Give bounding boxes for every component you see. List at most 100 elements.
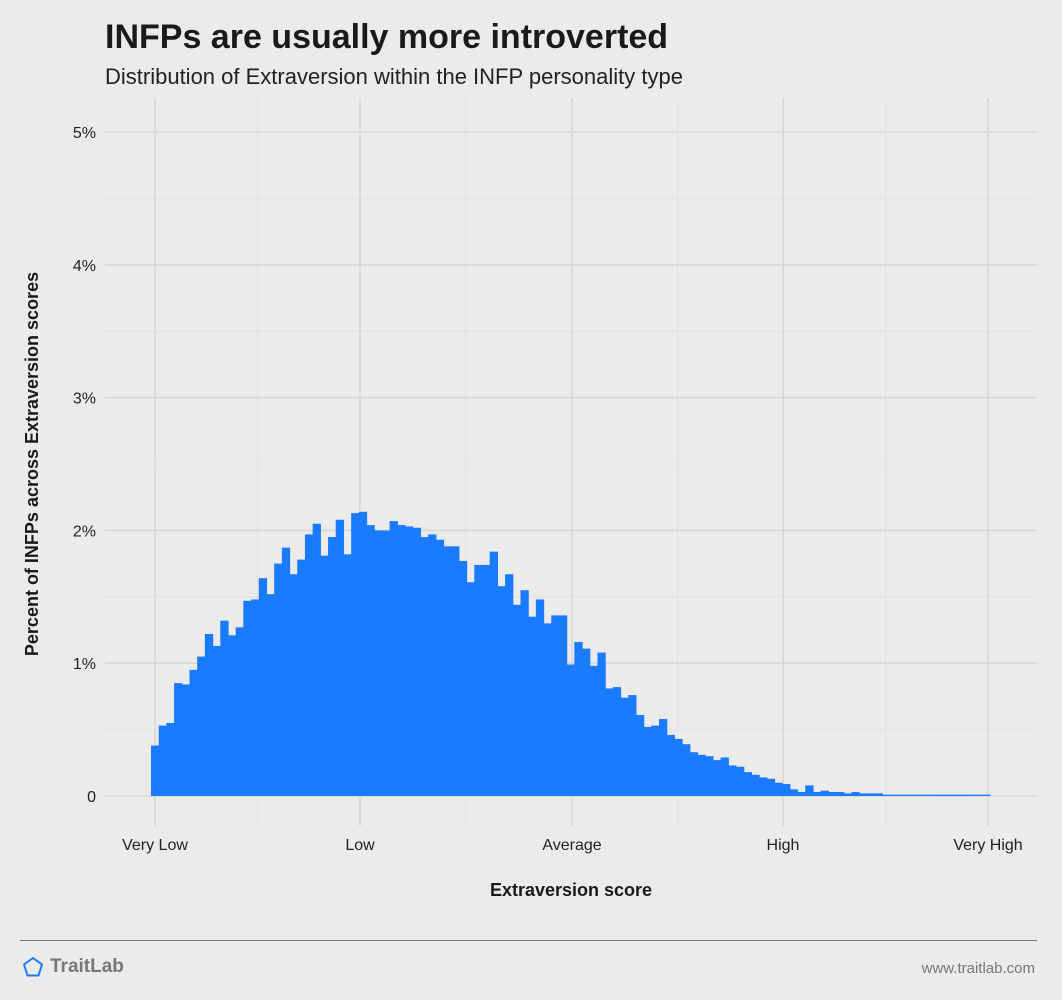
histogram-bar	[397, 525, 406, 796]
histogram-bar	[974, 794, 983, 796]
histogram-bar	[589, 665, 599, 796]
histogram-bar	[197, 656, 206, 796]
histogram-bar	[505, 574, 514, 796]
histogram-bar	[797, 792, 806, 796]
histogram-bar	[366, 525, 375, 796]
histogram-bar	[897, 794, 906, 796]
histogram-bar	[628, 695, 637, 796]
histogram-bar	[466, 582, 475, 796]
x-tick-label: Average	[542, 837, 601, 854]
histogram-bar	[582, 648, 591, 796]
histogram-bar	[951, 794, 960, 796]
x-axis-label: Extraversion score	[490, 880, 652, 900]
histogram-bar	[158, 725, 167, 796]
histogram-bar	[828, 792, 837, 796]
y-tick-label: 2%	[73, 523, 96, 540]
x-tick-label: Low	[345, 837, 375, 854]
histogram-bar	[405, 526, 414, 796]
histogram-bar	[966, 794, 976, 796]
histogram-bar	[312, 523, 321, 796]
traitlab-logo[interactable]: TraitLab	[22, 956, 124, 978]
histogram-bar	[412, 527, 422, 796]
histogram-bar	[874, 793, 883, 796]
histogram-bar	[189, 669, 198, 796]
histogram-bar	[458, 560, 468, 796]
x-tick-label: Very Low	[122, 837, 188, 854]
y-axis-label: Percent of INFPs across Extraversion sco…	[22, 272, 42, 656]
histogram-bar	[181, 684, 191, 796]
histogram-bar	[543, 623, 552, 796]
histogram-bar	[866, 793, 876, 796]
histogram-bar	[328, 537, 337, 796]
histogram-bar	[304, 534, 314, 796]
histogram-bar	[174, 683, 183, 796]
histogram-bar	[936, 794, 945, 796]
histogram-bar	[266, 594, 275, 796]
histogram-bar	[204, 633, 214, 796]
histogram-bar	[751, 774, 760, 796]
histogram-bar	[682, 744, 691, 796]
histogram-bar	[743, 772, 752, 796]
histogram-bar	[943, 794, 953, 796]
histogram-bar	[720, 757, 729, 796]
histogram-bar	[481, 564, 491, 796]
histogram-bar	[281, 547, 291, 796]
histogram-bar	[735, 766, 745, 796]
histogram-bar	[635, 714, 645, 796]
histogram-bar	[805, 785, 814, 796]
y-tick-label: 0	[87, 789, 96, 806]
histogram-bar	[381, 530, 391, 796]
histogram-bar	[759, 777, 768, 796]
histogram-bar	[666, 734, 676, 796]
histogram-bar	[535, 599, 545, 796]
histogram-bar	[297, 559, 306, 796]
histogram-bar	[928, 794, 937, 796]
histogram-bar	[528, 616, 537, 796]
chart-title: INFPs are usually more introverted	[105, 18, 669, 56]
histogram-bar	[335, 519, 345, 796]
histogram-bar	[489, 551, 498, 796]
histogram-bar	[558, 615, 568, 796]
histogram-bar	[959, 794, 968, 796]
histogram-bar	[789, 789, 799, 796]
y-tick-label: 1%	[73, 656, 96, 673]
histogram-bar	[674, 738, 683, 796]
histogram-bar	[851, 792, 860, 796]
histogram-bar	[782, 784, 791, 796]
histogram-bar	[274, 563, 283, 796]
histogram-bar	[889, 794, 899, 796]
histogram-bar	[920, 794, 930, 796]
histogram-bar	[574, 641, 583, 796]
y-axis-ticks: 0 1% 2% 3% 4% 5%	[73, 125, 96, 806]
histogram-bar	[343, 554, 352, 796]
histogram-bar	[166, 722, 175, 796]
histogram-bar	[705, 756, 714, 796]
histogram-bar	[620, 697, 629, 796]
histogram-bar	[151, 745, 160, 796]
y-tick-label: 3%	[73, 391, 96, 408]
histogram-bars	[151, 511, 991, 796]
footer-url[interactable]: www.traitlab.com	[921, 960, 1035, 977]
y-tick-label: 5%	[73, 125, 96, 142]
histogram-bar	[774, 782, 783, 796]
histogram-bar	[612, 687, 622, 796]
histogram-bar	[712, 760, 722, 796]
histogram-bar	[351, 513, 360, 796]
histogram-bar	[220, 620, 229, 796]
histogram-bar	[859, 793, 868, 796]
histogram-bar	[766, 778, 776, 796]
histogram-bar	[836, 792, 845, 796]
histogram-bar	[697, 754, 706, 796]
histogram-bar	[243, 600, 252, 796]
histogram-bar	[474, 564, 483, 796]
y-tick-label: 4%	[73, 258, 96, 275]
histogram-bar	[251, 599, 260, 796]
chart-subtitle: Distribution of Extraversion within the …	[105, 64, 683, 89]
histogram-bar	[643, 726, 652, 796]
logo-text: TraitLab	[50, 956, 124, 977]
footer-divider	[20, 940, 1037, 941]
histogram-bar	[227, 635, 237, 796]
histogram-bar	[451, 546, 460, 796]
histogram-bar	[235, 627, 244, 796]
histogram-bar	[520, 590, 529, 796]
